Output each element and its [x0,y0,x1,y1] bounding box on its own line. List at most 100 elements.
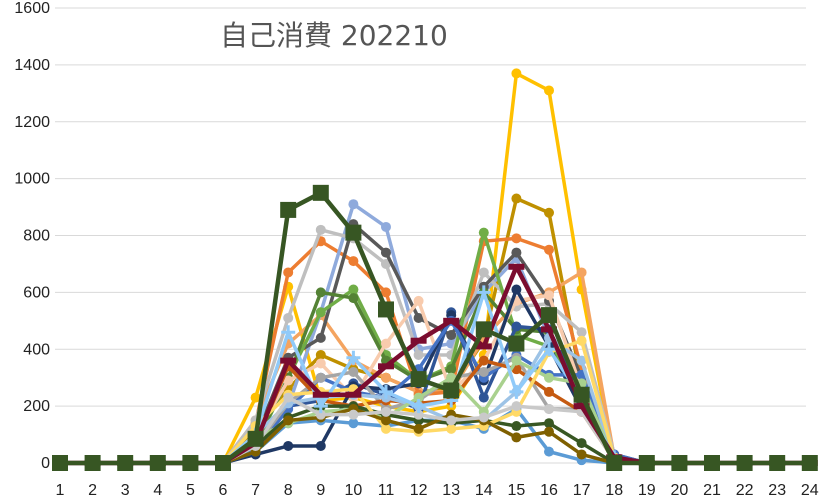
data-point [410,371,427,388]
data-point [283,375,294,386]
data-point [544,426,554,437]
data-point [511,401,522,412]
data-point [413,392,424,403]
data-point [576,267,587,278]
x-tick-label: 11 [378,482,395,499]
series-line [60,290,810,465]
series-lines [52,68,818,471]
data-point [446,372,457,383]
data-point [348,256,359,267]
data-point [544,372,554,383]
data-point [182,455,199,471]
x-tick-label: 21 [703,482,721,499]
gridlines [55,7,806,464]
data-point [478,392,489,403]
data-point [315,440,326,451]
data-point [508,335,525,352]
data-point [381,338,391,349]
data-point [280,201,297,218]
data-point [475,321,492,338]
x-tick-label: 22 [736,482,754,499]
data-point [381,287,391,298]
data-point [511,321,522,332]
x-tick-label: 17 [573,482,591,499]
y-tick-label: 1600 [14,0,50,17]
data-point [544,290,554,301]
x-tick-label: 4 [153,482,162,499]
data-point [478,412,489,423]
data-point [413,295,424,306]
data-point [381,372,391,383]
data-point [576,355,587,366]
y-tick-label: 600 [23,284,50,301]
data-point [378,301,394,318]
data-point [381,247,391,258]
data-point [511,355,522,366]
y-axis-tick-labels: 0 200 400 600 800 1000 1200 1400 1600 [14,0,50,472]
series-25 [52,184,818,471]
data-point [446,415,457,426]
data-point [511,284,522,295]
data-point [511,432,522,443]
data-point [345,224,362,241]
data-point [283,267,294,278]
x-tick-label: 5 [186,482,195,499]
data-point [348,367,359,377]
data-point [283,440,294,451]
data-point [348,284,359,295]
series-line [60,290,810,465]
data-point [478,227,489,238]
data-point [446,364,457,375]
data-point [476,285,491,300]
data-point [348,293,359,304]
data-point [671,455,688,471]
series-3 [55,267,815,468]
data-point [315,409,326,420]
y-tick-label: 1400 [14,57,50,74]
data-point [478,267,489,278]
data-point [509,384,524,399]
data-point [544,244,554,255]
x-tick-label: 16 [540,482,558,499]
data-point [413,349,424,360]
data-point [544,207,554,218]
data-point [315,307,326,318]
data-point [736,455,753,471]
data-point [573,403,590,410]
data-point [576,327,587,338]
data-point [544,446,554,457]
data-point [315,224,326,235]
data-point [511,233,522,244]
data-point [542,342,556,357]
series-9 [55,287,815,468]
data-point [511,421,522,432]
series-5 [55,199,815,468]
data-point [446,330,457,341]
x-tick-label: 12 [410,482,428,499]
data-point [283,312,294,323]
x-tick-label: 24 [801,482,819,499]
x-tick-label: 7 [251,482,260,499]
data-point [478,355,489,366]
series-10 [55,290,815,468]
data-point [541,326,557,333]
x-tick-label: 14 [475,482,493,499]
data-point [283,415,294,426]
data-point [544,386,554,397]
series-line [60,293,810,465]
y-tick-label: 1200 [14,114,50,131]
chart-title: 自己消費 202210 [220,19,448,52]
data-point [381,423,391,434]
data-point [576,449,587,460]
data-point [576,335,587,346]
data-point [348,418,359,429]
data-point [544,85,554,96]
data-point [250,392,261,403]
data-point [315,332,326,343]
data-point [769,455,786,471]
data-point [475,343,492,350]
y-tick-label: 400 [23,341,50,358]
data-point [446,423,457,434]
data-point [315,349,326,360]
data-point [410,337,427,344]
